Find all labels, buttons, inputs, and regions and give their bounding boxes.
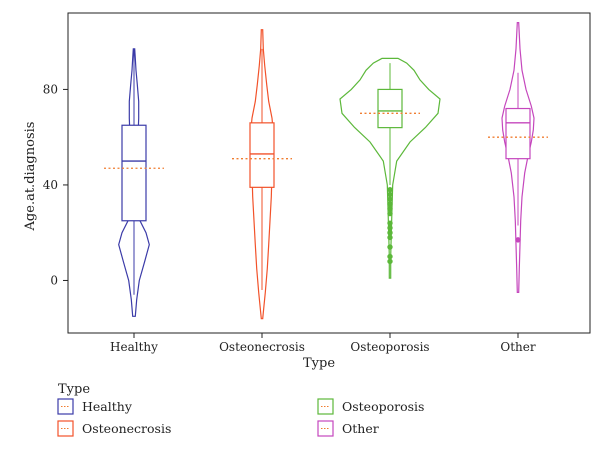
violin-osteoporosis bbox=[339, 57, 441, 279]
violin-other bbox=[488, 22, 548, 293]
iqr-box bbox=[505, 107, 531, 160]
legend-label: Osteonecrosis bbox=[82, 421, 171, 436]
violin-outline bbox=[501, 22, 535, 293]
x-tick-label: Other bbox=[500, 340, 535, 354]
outlier-point bbox=[387, 225, 393, 231]
x-axis-title: Type bbox=[303, 356, 335, 371]
legend-title: Type bbox=[58, 382, 90, 397]
violin-outline bbox=[118, 48, 150, 317]
violin-outline bbox=[339, 57, 441, 279]
legend-key-osteoporosis: Osteoporosis bbox=[317, 398, 424, 415]
violin-outline bbox=[250, 29, 274, 320]
outlier-point bbox=[387, 206, 393, 212]
legend-label: Other bbox=[342, 421, 379, 436]
violin-osteonecrosis bbox=[232, 29, 292, 320]
outlier-point bbox=[515, 237, 521, 243]
x-tick-label: Healthy bbox=[110, 340, 158, 354]
y-axis-title: Age.at.diagnosis bbox=[23, 122, 38, 232]
y-tick-label: 0 bbox=[50, 273, 58, 287]
x-tick-label: Osteoporosis bbox=[350, 340, 429, 354]
outlier-point bbox=[387, 244, 393, 250]
outlier-point bbox=[387, 210, 393, 217]
iqr-box bbox=[249, 122, 275, 188]
plot-frame bbox=[67, 12, 591, 334]
violin-healthy bbox=[104, 48, 164, 317]
x-axis-ticks: Healthy Osteonecrosis Osteoporosis Other bbox=[110, 333, 536, 354]
iqr-box bbox=[377, 88, 403, 129]
legend: Type Healthy Osteonecrosis Osteoporosis Oth… bbox=[57, 382, 424, 437]
legend-key-osteonecrosis: Osteonecrosis bbox=[57, 420, 171, 437]
x-tick-label: Osteonecrosis bbox=[219, 340, 305, 354]
outlier-point bbox=[387, 187, 393, 193]
outlier-point bbox=[387, 196, 393, 202]
legend-key-healthy: Healthy bbox=[57, 398, 133, 415]
outlier-point bbox=[387, 191, 393, 198]
y-axis-ticks: 0 40 80 bbox=[43, 82, 68, 287]
outlier-point bbox=[387, 201, 393, 207]
violin-groups bbox=[104, 22, 548, 320]
outlier-point bbox=[387, 253, 393, 260]
legend-label: Osteoporosis bbox=[342, 399, 424, 414]
outlier-point bbox=[387, 258, 393, 265]
y-tick-label: 40 bbox=[43, 178, 58, 192]
iqr-box bbox=[121, 124, 147, 222]
outlier-point bbox=[387, 220, 393, 226]
outlier-point bbox=[387, 234, 393, 241]
legend-key-other: Other bbox=[317, 420, 379, 437]
outlier-point bbox=[387, 230, 393, 236]
legend-label: Healthy bbox=[82, 399, 133, 414]
y-tick-label: 80 bbox=[43, 82, 58, 96]
